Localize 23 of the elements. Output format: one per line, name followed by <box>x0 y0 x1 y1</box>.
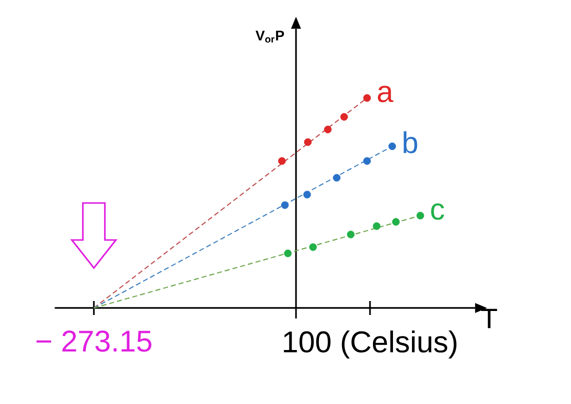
point <box>416 212 424 220</box>
series-label: b <box>404 131 418 154</box>
point <box>304 138 312 146</box>
y-axis-title: V$_{or}$P <box>256 30 284 43</box>
point <box>278 157 286 165</box>
point <box>332 174 340 182</box>
point <box>324 126 332 134</box>
point <box>281 201 289 209</box>
point <box>363 157 371 165</box>
point <box>388 142 396 150</box>
series-label: c <box>431 203 444 220</box>
point <box>372 222 380 230</box>
x-tick-label: − 273.15 <box>36 330 152 352</box>
point <box>303 190 311 198</box>
point <box>340 113 348 121</box>
point <box>346 230 355 238</box>
x-axis-title: T <box>481 308 498 328</box>
point <box>363 94 371 102</box>
series-label: a <box>378 86 394 102</box>
point <box>284 250 292 258</box>
point <box>392 218 400 226</box>
x-tick-label: 100 (Celsius) <box>284 330 456 358</box>
point <box>309 243 317 251</box>
